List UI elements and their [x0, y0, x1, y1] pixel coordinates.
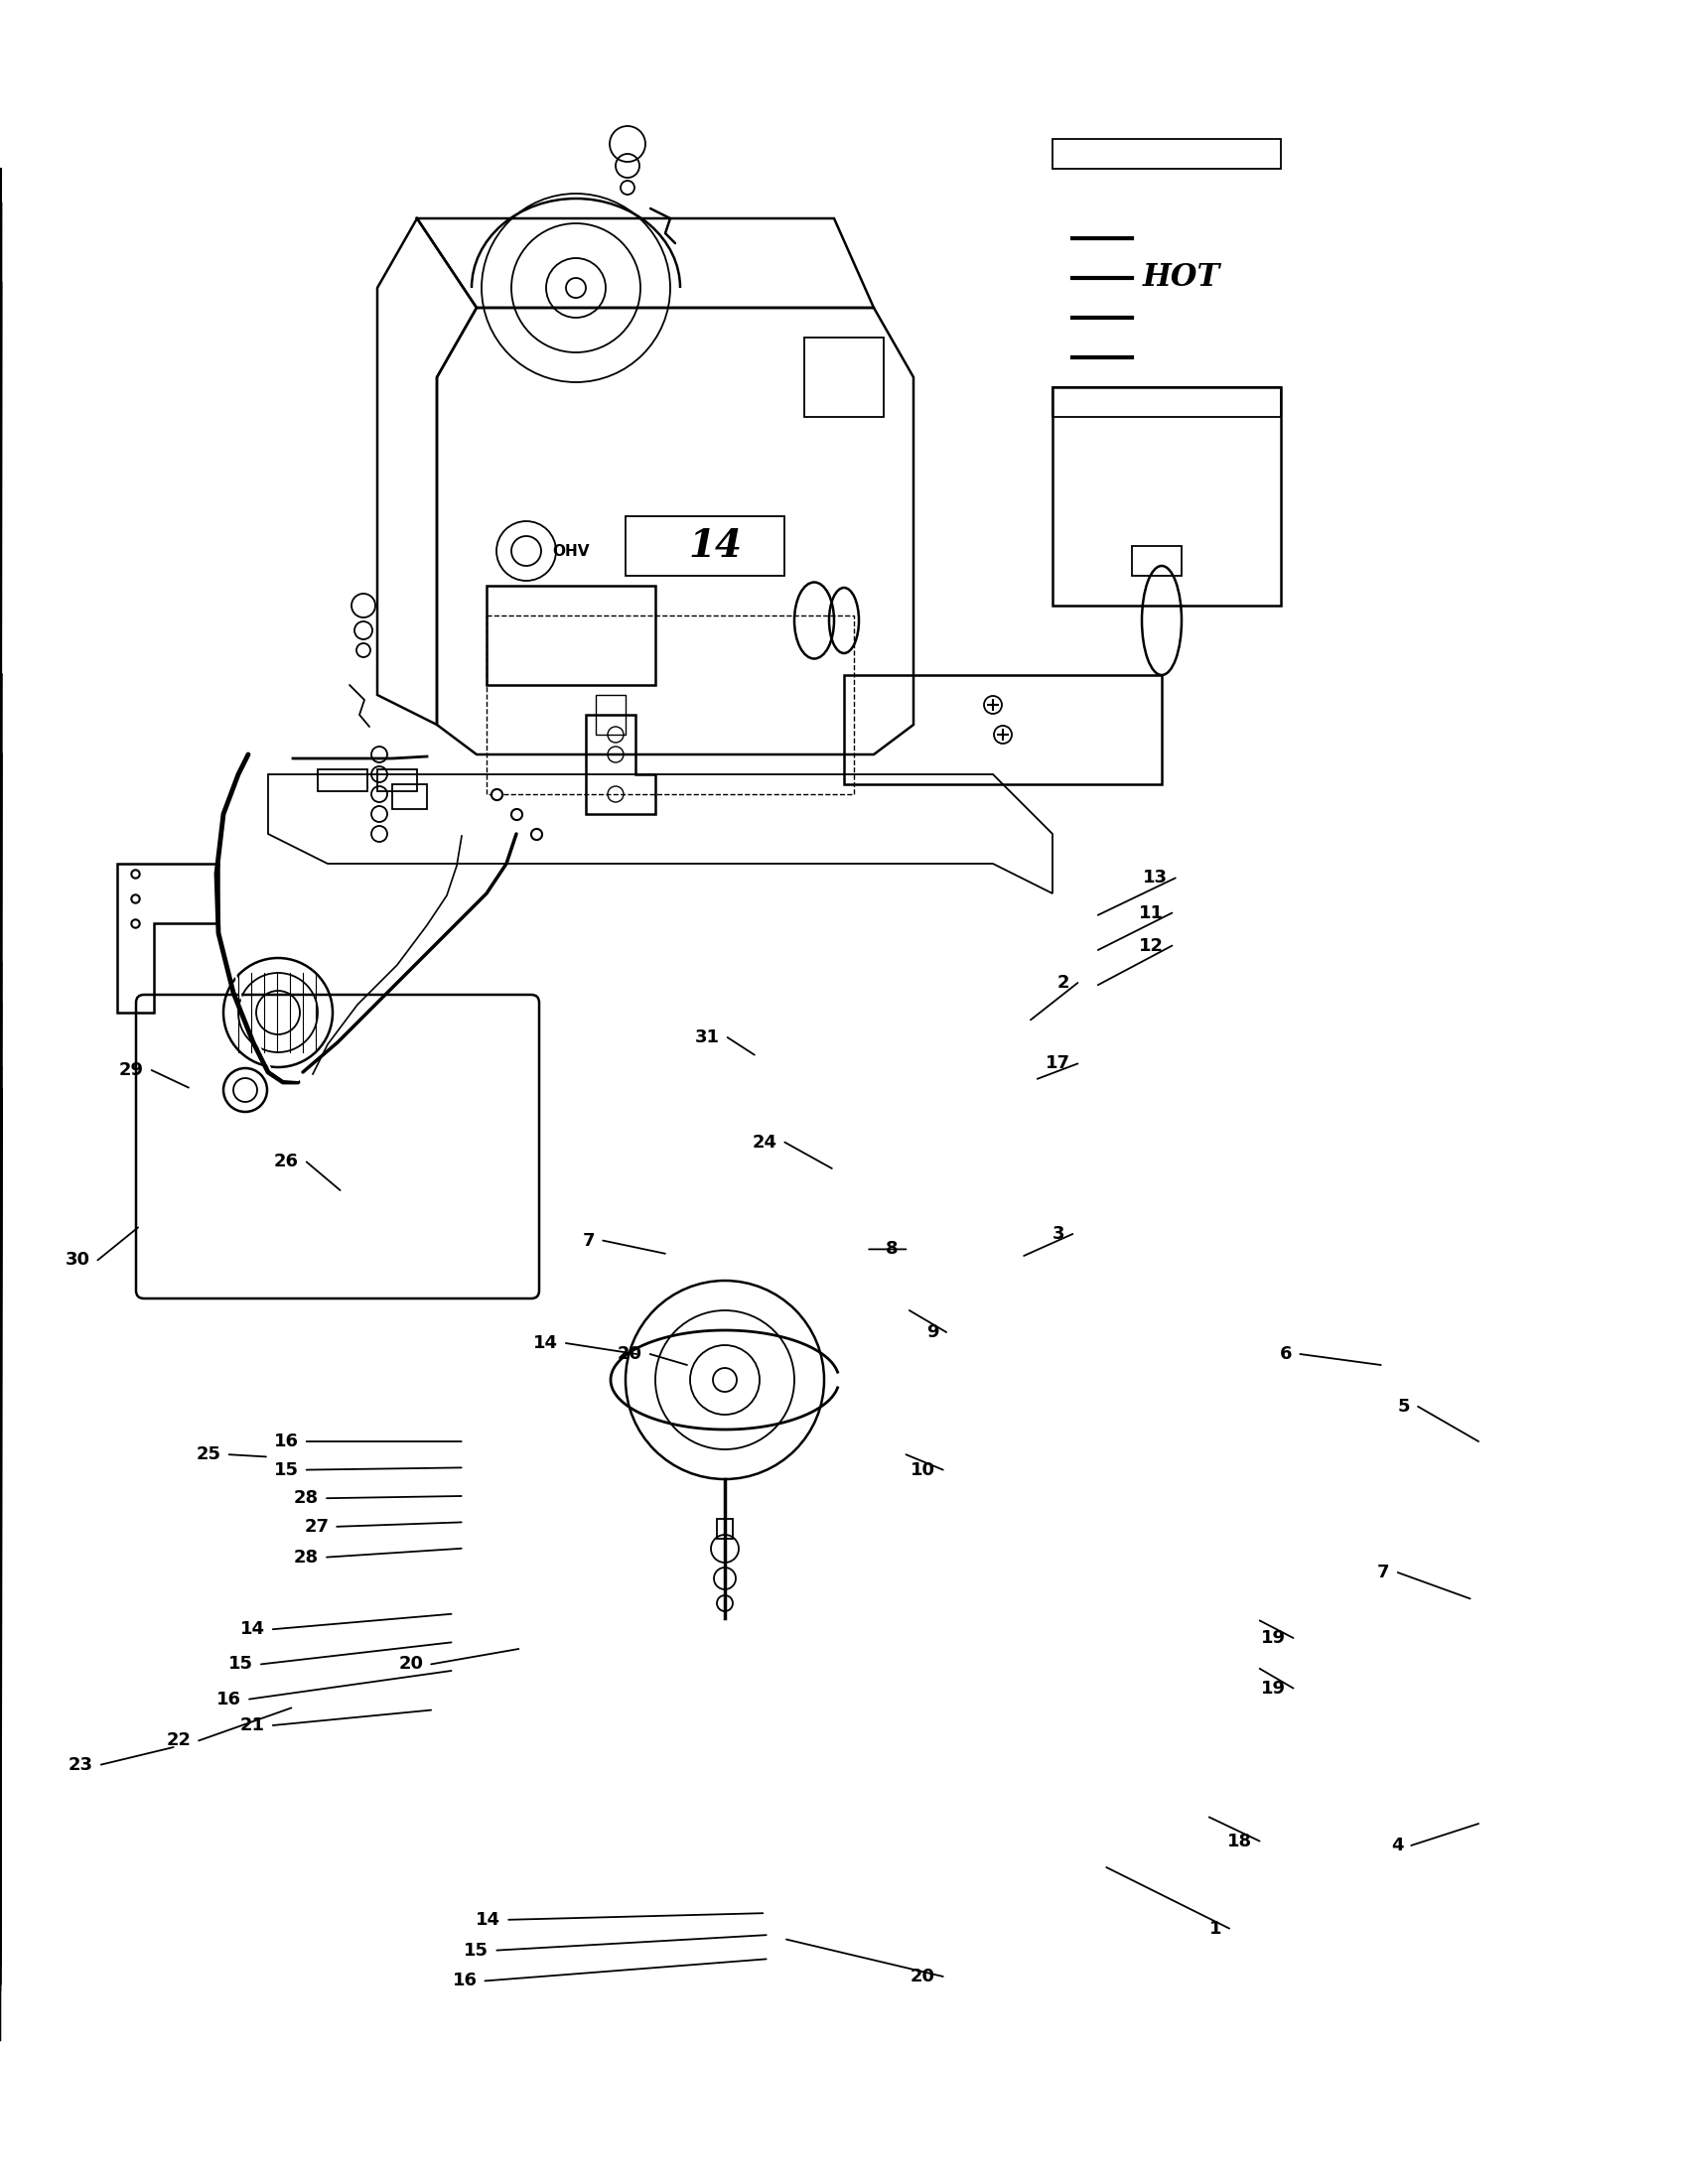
- Text: 4: 4: [1391, 1837, 1403, 1854]
- Text: 18: 18: [1226, 1832, 1251, 1850]
- Bar: [596, 695, 625, 734]
- Text: 23: 23: [69, 1756, 93, 1773]
- Text: 10: 10: [911, 1461, 935, 1479]
- Bar: [487, 585, 655, 686]
- Text: 13: 13: [1143, 869, 1167, 887]
- Text: 7: 7: [583, 1232, 594, 1249]
- Text: 27: 27: [305, 1518, 328, 1535]
- Bar: [318, 769, 367, 791]
- Text: 7: 7: [1378, 1564, 1389, 1581]
- Text: 25: 25: [197, 1446, 221, 1463]
- Text: 16: 16: [453, 1972, 477, 1990]
- Text: 28: 28: [293, 1548, 318, 1566]
- Text: 19: 19: [1261, 1679, 1285, 1697]
- Text: 22: 22: [167, 1732, 190, 1749]
- Text: 14: 14: [477, 1911, 500, 1928]
- Text: 14: 14: [241, 1621, 264, 1638]
- Bar: [392, 784, 428, 808]
- Text: 28: 28: [293, 1489, 318, 1507]
- Bar: [1052, 387, 1282, 605]
- Text: 15: 15: [274, 1461, 298, 1479]
- Bar: [717, 1518, 733, 1540]
- Text: 19: 19: [1261, 1629, 1285, 1647]
- Bar: [844, 675, 1162, 784]
- Text: 2: 2: [1058, 974, 1069, 992]
- Text: OHV: OHV: [552, 544, 589, 559]
- Text: 11: 11: [1140, 904, 1164, 922]
- Text: 5: 5: [1398, 1398, 1410, 1415]
- Text: 26: 26: [274, 1153, 298, 1171]
- Text: 9: 9: [926, 1324, 938, 1341]
- Text: 12: 12: [1140, 937, 1164, 954]
- Text: 3: 3: [1052, 1225, 1064, 1243]
- Text: 15: 15: [465, 1942, 488, 1959]
- Text: 20: 20: [911, 1968, 935, 1985]
- Text: 30: 30: [66, 1251, 89, 1269]
- Text: 15: 15: [229, 1655, 253, 1673]
- Text: HOT: HOT: [1143, 262, 1221, 293]
- Text: 14: 14: [689, 526, 741, 566]
- Text: 20: 20: [618, 1345, 642, 1363]
- Bar: [805, 339, 884, 417]
- Text: 31: 31: [695, 1029, 719, 1046]
- Text: 1: 1: [1209, 1920, 1221, 1937]
- Text: 16: 16: [217, 1690, 241, 1708]
- Text: 21: 21: [241, 1717, 264, 1734]
- Text: 20: 20: [399, 1655, 423, 1673]
- Text: 6: 6: [1280, 1345, 1292, 1363]
- Bar: [377, 769, 418, 791]
- Bar: [625, 515, 785, 577]
- Bar: [1132, 546, 1182, 577]
- Text: 17: 17: [1046, 1055, 1069, 1072]
- Text: 16: 16: [274, 1433, 298, 1450]
- Text: 24: 24: [753, 1133, 776, 1151]
- Text: 14: 14: [534, 1334, 557, 1352]
- Text: 8: 8: [886, 1241, 898, 1258]
- Text: 29: 29: [120, 1061, 143, 1079]
